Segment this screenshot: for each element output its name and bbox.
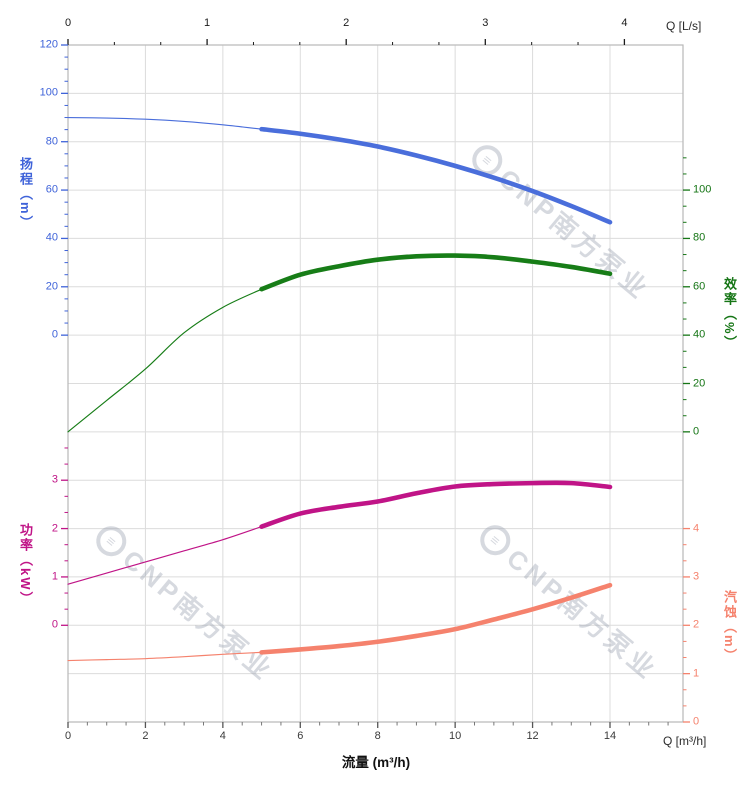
curve-efficiency-thin — [67, 288, 263, 433]
curve-head-thick — [259, 126, 613, 225]
curve-npsh-thick — [259, 582, 613, 655]
curve-power-thick — [259, 480, 613, 529]
curve-power-thin — [67, 526, 263, 585]
curve-efficiency-thick — [259, 253, 613, 292]
curve-npsh-thin — [67, 651, 263, 662]
curve-head-thin — [67, 116, 263, 130]
